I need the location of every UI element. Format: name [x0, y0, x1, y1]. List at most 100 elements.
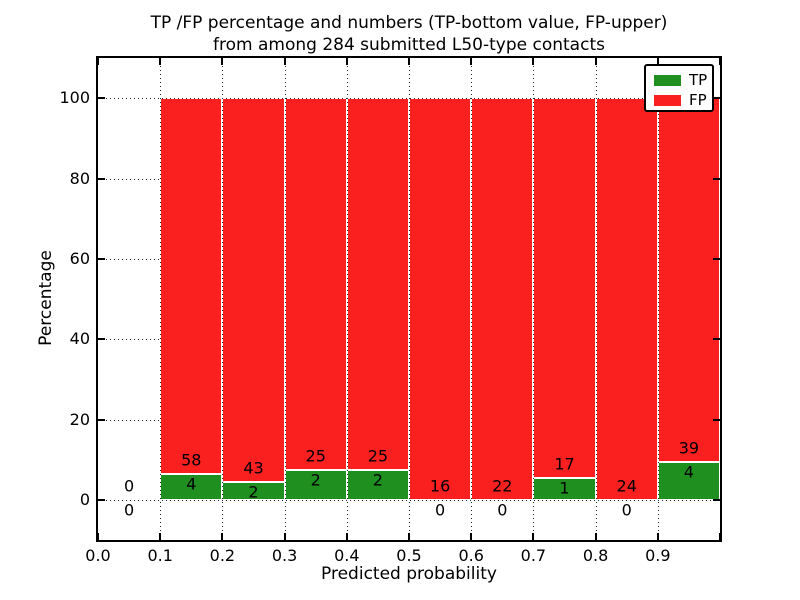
- tp-count-label: 1: [559, 478, 570, 498]
- grid-line-x-0.4: [346, 58, 348, 540]
- tp-count-label: 0: [124, 500, 135, 520]
- bar-fp-segment: [471, 98, 534, 500]
- x-tick: [221, 58, 224, 65]
- fp-count-label: 39: [678, 438, 700, 458]
- grid-line-x-0.9: [657, 58, 659, 540]
- grid-line-x-0.8: [595, 58, 597, 540]
- y-tick-label: 40: [69, 329, 90, 349]
- y-tick: [98, 498, 105, 501]
- fp-count-label: 17: [554, 454, 575, 474]
- bar-tp-segment: [284, 470, 347, 500]
- y-tick: [98, 97, 105, 100]
- grid-line-x-0.3: [284, 58, 286, 540]
- y-tick: [713, 257, 720, 260]
- x-tick: [656, 58, 659, 65]
- y-tick: [713, 498, 720, 501]
- y-tick: [98, 257, 105, 260]
- x-tick: [345, 533, 348, 540]
- tp-count-label: 2: [310, 470, 321, 490]
- fp-count-label: 25: [305, 446, 326, 466]
- x-tick: [283, 533, 286, 540]
- y-tick: [713, 338, 720, 341]
- tp-count-label: 4: [683, 462, 694, 482]
- y-tick: [713, 177, 720, 180]
- x-tick-label: 0.0: [85, 546, 111, 565]
- tp-count-label: 0: [621, 500, 632, 520]
- x-tick-label: 0.4: [334, 546, 360, 565]
- y-tick-label: 100: [59, 88, 90, 108]
- x-tick-label: 0.2: [209, 546, 236, 565]
- x-tick: [470, 58, 473, 65]
- x-tick: [594, 533, 597, 540]
- x-tick: [470, 533, 473, 540]
- x-tick-label: 0.1: [147, 546, 173, 565]
- x-tick: [221, 533, 224, 540]
- grid-line-x-0.1: [160, 58, 162, 540]
- fp-count-label: 22: [492, 476, 513, 496]
- fp-count-label: 43: [243, 458, 264, 478]
- fp-count-label: 24: [616, 476, 637, 496]
- x-tick: [97, 58, 99, 65]
- legend-label-fp: FP: [689, 91, 707, 109]
- bar-tp-segment: [346, 470, 409, 500]
- bar-fp-segment: [409, 98, 472, 500]
- chart-title-line2: from among 284 submitted L50-type contac…: [213, 35, 605, 55]
- y-tick-label: 60: [69, 248, 90, 268]
- x-tick: [159, 58, 162, 65]
- legend-swatch-tp: [654, 75, 681, 86]
- x-tick: [159, 533, 162, 540]
- bar-tp-segment: [657, 462, 720, 500]
- legend: TP FP: [644, 64, 714, 112]
- x-axis-label: Predicted probability: [321, 564, 497, 584]
- y-tick-label: 80: [69, 168, 90, 188]
- x-tick-label: 0.5: [396, 546, 422, 565]
- x-tick-label: 0.6: [458, 546, 484, 565]
- y-tick: [713, 97, 720, 100]
- grid-line-x-0.6: [471, 58, 473, 540]
- x-tick: [283, 58, 286, 65]
- fp-count-label: 0: [124, 476, 135, 496]
- x-tick: [97, 533, 99, 540]
- bar-fp-segment: [533, 98, 596, 478]
- x-tick: [408, 533, 410, 540]
- x-tick-label: 0.7: [520, 546, 547, 565]
- y-tick: [98, 338, 105, 341]
- x-tick: [532, 58, 535, 65]
- tp-count-label: 4: [186, 474, 197, 494]
- x-tick: [532, 533, 535, 540]
- y-tick-label: 0: [79, 489, 90, 509]
- x-tick-label: 0.9: [645, 546, 671, 565]
- tp-count-label: 0: [435, 500, 446, 520]
- x-tick: [594, 58, 597, 65]
- tp-count-label: 0: [497, 500, 508, 520]
- fp-count-label: 25: [367, 446, 389, 466]
- bar-fp-segment: [222, 98, 285, 482]
- grid-line-x-0.7: [533, 58, 535, 540]
- x-tick: [719, 58, 721, 65]
- x-tick: [719, 533, 721, 540]
- tp-count-label: 2: [248, 482, 259, 502]
- x-tick: [345, 58, 348, 65]
- bar-fp-segment: [160, 98, 223, 474]
- y-tick: [98, 177, 105, 180]
- grid-line-x-0.5: [409, 58, 410, 540]
- bar-fp-segment: [595, 98, 658, 500]
- legend-label-tp: TP: [689, 71, 708, 89]
- x-tick: [656, 533, 659, 540]
- grid-line-x-0.2: [222, 58, 224, 540]
- tp-count-label: 2: [372, 470, 383, 490]
- x-tick-label: 0.3: [271, 546, 298, 565]
- fp-count-label: 16: [429, 476, 451, 496]
- y-tick-label: 20: [69, 409, 90, 429]
- legend-swatch-fp: [654, 95, 681, 106]
- y-tick: [98, 418, 105, 421]
- legend-item-tp: TP: [654, 72, 712, 89]
- x-tick-label: 0.8: [582, 546, 609, 565]
- bar-fp-segment: [657, 98, 720, 463]
- y-axis-label: Percentage: [36, 250, 56, 346]
- fp-count-label: 58: [181, 450, 202, 470]
- legend-item-fp: FP: [654, 92, 712, 109]
- chart-title-line1: TP /FP percentage and numbers (TP-bottom…: [150, 13, 668, 33]
- bar-fp-segment: [346, 98, 409, 471]
